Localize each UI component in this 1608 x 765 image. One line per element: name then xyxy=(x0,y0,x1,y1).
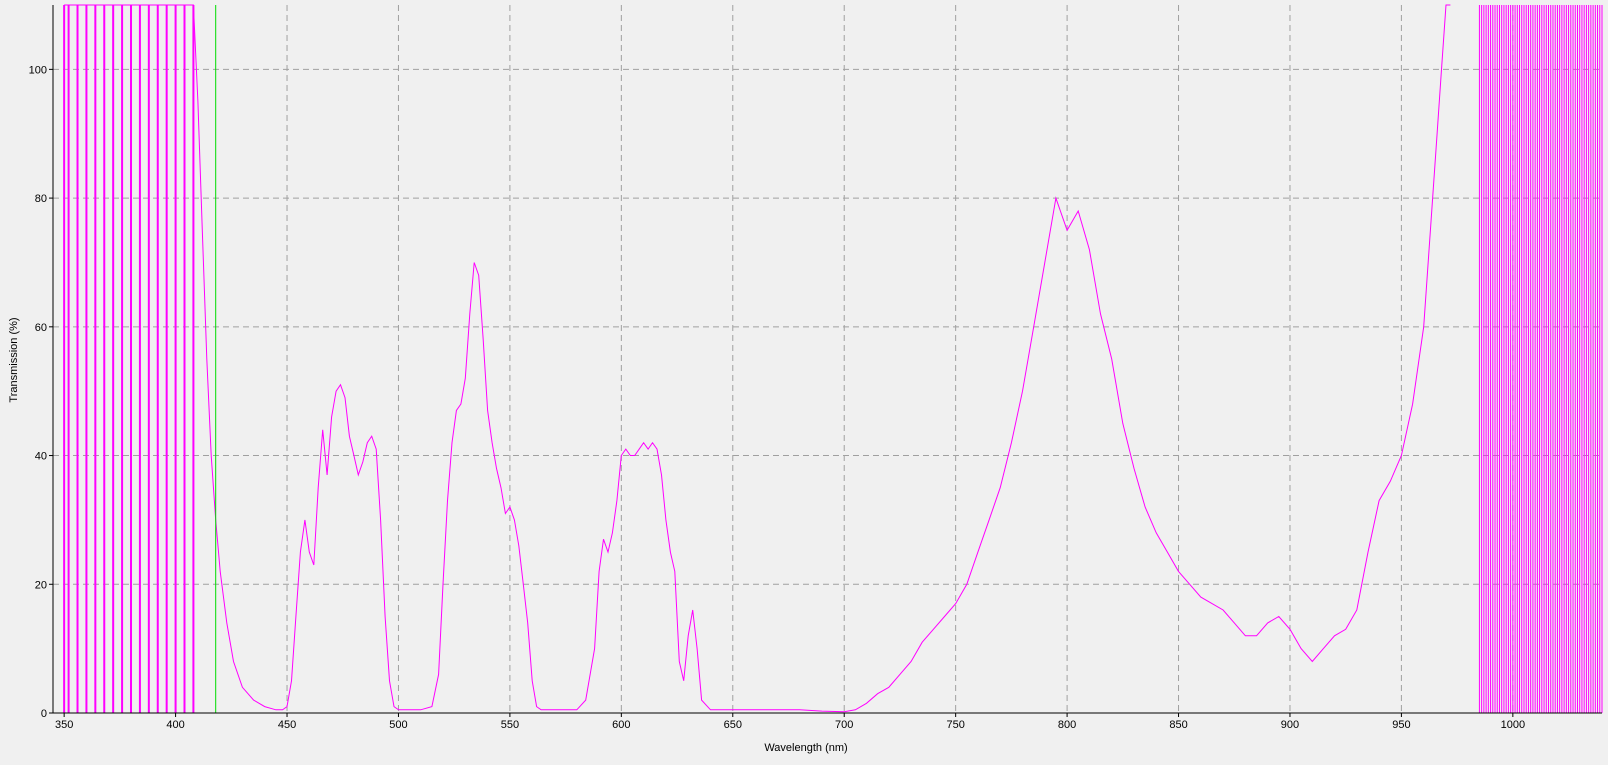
x-tick-label: 650 xyxy=(724,719,742,731)
x-tick-label: 850 xyxy=(1169,719,1187,731)
x-tick-label: 450 xyxy=(278,719,296,731)
x-axis-label: Wavelength (nm) xyxy=(764,742,847,754)
x-tick-label: 900 xyxy=(1281,719,1299,731)
y-tick-label: 80 xyxy=(35,193,47,205)
y-tick-label: 20 xyxy=(35,579,47,591)
x-tick-label: 400 xyxy=(166,719,184,731)
data-series xyxy=(63,4,1603,713)
y-axis-label: Transmission (%) xyxy=(8,317,20,402)
x-tick-label: 950 xyxy=(1392,719,1410,731)
y-tick-label: 60 xyxy=(35,322,47,334)
x-tick-label: 500 xyxy=(389,719,407,731)
tick-labels: 350 400 450 500 550 600 650 700 750 800 850 900 950 1… xyxy=(29,64,1525,731)
x-tick-label: 550 xyxy=(501,719,519,731)
x-tick-label: 750 xyxy=(946,719,964,731)
x-tick-label: 600 xyxy=(612,719,630,731)
y-tick-label: 0 xyxy=(41,708,47,720)
axes xyxy=(49,5,1602,717)
x-tick-label: 350 xyxy=(55,719,73,731)
y-tick-label: 100 xyxy=(29,64,47,76)
y-tick-label: 40 xyxy=(35,451,47,463)
x-tick-label: 700 xyxy=(835,719,853,731)
x-tick-label: 800 xyxy=(1058,719,1076,731)
x-tick-label: 1000 xyxy=(1501,719,1525,731)
transmission-line xyxy=(64,4,1451,713)
grid-lines xyxy=(53,5,1602,713)
